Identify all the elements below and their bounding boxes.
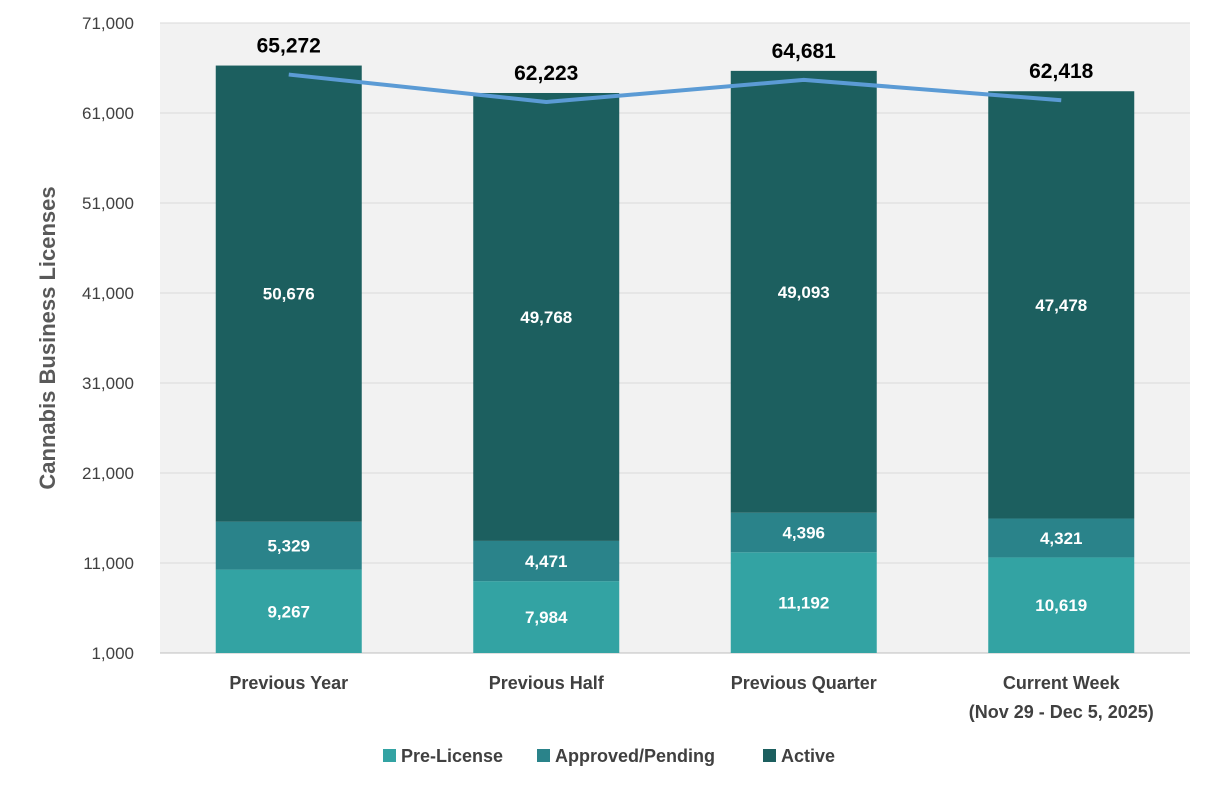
y-tick-label: 71,000 <box>82 14 134 33</box>
segment-value-label: 4,396 <box>782 523 825 542</box>
legend: Pre-License Approved/Pending Active <box>383 746 835 766</box>
y-axis-ticks: 1,000 11,000 21,000 31,000 41,000 51,000 61,00… <box>82 14 134 663</box>
bar-segment <box>730 552 877 653</box>
legend-label: Active <box>781 746 835 766</box>
y-tick-label: 31,000 <box>82 374 134 393</box>
bar-segment <box>988 557 1135 653</box>
segment-value-label: 4,471 <box>525 552 568 571</box>
x-category-label: Previous Half <box>489 673 605 693</box>
y-tick-label: 41,000 <box>82 284 134 303</box>
bar-segment <box>215 521 362 570</box>
segment-value-label: 5,329 <box>267 537 310 556</box>
segment-labels: 9,267 5,329 50,676 7,984 4,471 49,768 11,192 4,… <box>263 283 1088 627</box>
bar-segment <box>473 92 620 541</box>
segment-value-label: 47,478 <box>1035 296 1087 315</box>
x-category-label: Previous Year <box>229 673 348 693</box>
legend-swatch <box>537 749 550 762</box>
bar-segment <box>988 518 1135 558</box>
y-axis-label: Cannabis Business Licenses <box>35 186 60 489</box>
bar-segment <box>473 581 620 653</box>
segment-value-label: 10,619 <box>1035 596 1087 615</box>
total-value-label: 62,418 <box>1029 60 1094 83</box>
y-tick-label: 61,000 <box>82 104 134 123</box>
segment-value-label: 4,321 <box>1040 529 1083 548</box>
segment-value-label: 11,192 <box>778 594 829 613</box>
x-category-label: Current Week <box>1003 673 1121 693</box>
total-value-label: 62,223 <box>514 62 578 85</box>
total-value-label: 65,272 <box>257 35 321 58</box>
segment-value-label: 50,676 <box>263 285 315 304</box>
segment-value-label: 49,093 <box>778 283 830 302</box>
x-category-label: (Nov 29 - Dec 5, 2025) <box>969 702 1154 722</box>
legend-label: Pre-License <box>401 746 503 766</box>
segment-value-label: 49,768 <box>520 308 572 327</box>
bar-segment <box>473 540 620 582</box>
y-tick-label: 51,000 <box>82 194 134 213</box>
bar-segment <box>215 65 362 522</box>
y-tick-label: 21,000 <box>82 464 134 483</box>
legend-swatch <box>383 749 396 762</box>
total-labels: 65,272 62,223 64,681 62,418 <box>257 35 1094 85</box>
total-value-label: 64,681 <box>772 40 837 63</box>
total-line <box>288 72 1062 104</box>
bar-segment <box>988 91 1135 519</box>
x-axis-categories: Previous Year Previous Half Previous Quart… <box>229 673 1153 722</box>
legend-swatch <box>763 749 776 762</box>
y-tick-label: 1,000 <box>91 644 134 663</box>
bar-segment <box>730 70 877 513</box>
bar-segment <box>730 512 877 553</box>
segment-value-label: 9,267 <box>267 602 310 621</box>
y-tick-label: 11,000 <box>83 554 134 573</box>
bar-segment <box>215 569 362 653</box>
legend-label: Approved/Pending <box>555 746 715 766</box>
bars <box>215 65 1135 653</box>
x-category-label: Previous Quarter <box>731 673 877 693</box>
segment-value-label: 7,984 <box>525 608 568 627</box>
total-line-path <box>288 72 1062 104</box>
